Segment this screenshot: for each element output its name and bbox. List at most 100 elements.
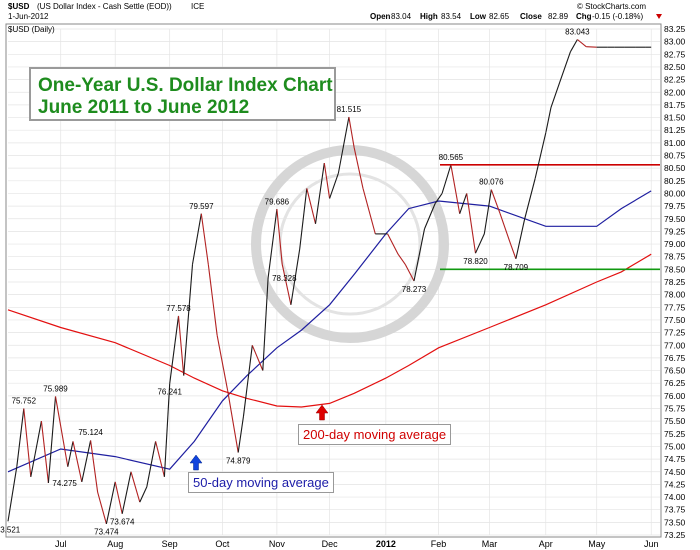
close-label: Close [520, 12, 542, 21]
price-segment [348, 116, 355, 148]
price-segment [169, 315, 180, 384]
x-tick-label: Apr [539, 539, 553, 549]
price-segment [30, 420, 42, 477]
y-tick-label: 83.25 [664, 24, 686, 34]
data-label: 78.273 [402, 285, 427, 294]
price-segment [569, 39, 578, 53]
price-segment [545, 107, 552, 133]
data-label: 83.043 [565, 28, 590, 37]
price-segment [130, 471, 141, 503]
price-segment [90, 440, 99, 493]
price-segment [191, 213, 202, 265]
y-tick-label: 75.25 [664, 429, 686, 439]
y-tick-label: 73.25 [664, 530, 686, 540]
price-segment [559, 51, 571, 83]
price-segment [16, 408, 25, 467]
price-segment [155, 441, 165, 477]
y-tick-label: 76.00 [664, 391, 686, 401]
y-tick-label: 83.00 [664, 37, 686, 47]
y-tick-label: 74.75 [664, 454, 686, 464]
data-label: 73.474 [94, 528, 119, 537]
chg-value: -0.15 (-0.18%) [592, 12, 643, 21]
x-tick-label: 2012 [376, 539, 396, 549]
down-arrow-icon [656, 14, 662, 19]
ma200-arrow-icon [315, 404, 329, 421]
y-tick-label: 78.75 [664, 252, 686, 262]
price-segment [72, 441, 83, 483]
data-label: 73.521 [0, 525, 21, 534]
price-segment [499, 213, 512, 245]
price-segment [207, 264, 218, 336]
y-tick-label: 80.00 [664, 188, 686, 198]
data-label: 75.752 [12, 396, 37, 405]
chg-label: Chg [576, 12, 592, 21]
price-segment [7, 466, 18, 522]
y-tick-label: 73.75 [664, 505, 686, 515]
y-tick-label: 79.75 [664, 201, 686, 211]
price-segment [490, 189, 501, 214]
price-segment [474, 233, 485, 254]
price-segment [329, 173, 339, 199]
date-label: 1-Jun-2012 [8, 12, 49, 21]
plot-label: $USD (Daily) [8, 25, 55, 34]
price-segment [177, 315, 185, 376]
ma50-arrow-icon [189, 454, 203, 471]
price-segment [534, 132, 547, 179]
x-tick-label: Mar [482, 539, 498, 549]
x-tick-label: Jun [644, 539, 659, 549]
x-tick-label: Jul [55, 539, 67, 549]
price-segment [216, 334, 229, 391]
data-label: 75.989 [43, 384, 68, 393]
price-segment [314, 163, 325, 224]
price-segment [114, 481, 123, 514]
data-label: 73.674 [110, 518, 135, 527]
price-segment [47, 396, 57, 483]
y-tick-label: 77.75 [664, 302, 686, 312]
y-tick-label: 75.75 [664, 404, 686, 414]
ma50-callout: 50-day moving average [188, 472, 334, 493]
price-segment [353, 147, 364, 189]
price-segment [40, 421, 49, 483]
price-segment [466, 193, 477, 254]
data-label: 81.515 [337, 105, 362, 114]
y-tick-label: 75.00 [664, 441, 686, 451]
open-label: Open [370, 12, 391, 21]
high-label: High [420, 12, 438, 21]
data-label: 76.241 [157, 388, 182, 397]
price-segment [434, 193, 443, 204]
price-segment [423, 203, 436, 230]
y-tick-label: 78.00 [664, 290, 686, 300]
y-tick-label: 74.50 [664, 467, 686, 477]
y-tick-label: 81.50 [664, 113, 686, 123]
data-label: 80.565 [439, 153, 464, 162]
y-tick-label: 79.50 [664, 214, 686, 224]
y-tick-label: 78.50 [664, 264, 686, 274]
price-segment [413, 228, 426, 282]
y-tick-label: 81.75 [664, 100, 686, 110]
price-segment [404, 264, 415, 282]
ma50-line [7, 190, 652, 473]
price-segment [105, 481, 116, 525]
data-label: 75.124 [78, 428, 103, 437]
price-segment [387, 233, 399, 255]
chart-subtitle: June 2011 to June 2012 [38, 97, 250, 118]
chart-title: One-Year U.S. Dollar Index Chart [38, 75, 333, 96]
y-tick-label: 80.25 [664, 176, 686, 186]
y-axis: 73.25 73.50 73.75 74.00 74.25 74.50 74.75 75.00… [664, 24, 686, 540]
price-segment [276, 209, 283, 265]
price-segment [281, 264, 292, 305]
price-layer [7, 39, 652, 525]
price-segment [577, 39, 587, 48]
data-label: 80.076 [479, 178, 504, 187]
y-tick-label: 80.75 [664, 151, 686, 161]
y-tick-label: 82.50 [664, 62, 686, 72]
data-label: 74.879 [226, 457, 251, 466]
price-segment [337, 116, 350, 174]
y-tick-label: 78.25 [664, 277, 686, 287]
price-segment [54, 396, 69, 467]
low-value: 82.65 [489, 12, 510, 21]
price-segment [397, 253, 406, 265]
support-resistance-layer [440, 164, 660, 271]
price-segment [227, 390, 239, 453]
y-tick-label: 75.50 [664, 416, 686, 426]
